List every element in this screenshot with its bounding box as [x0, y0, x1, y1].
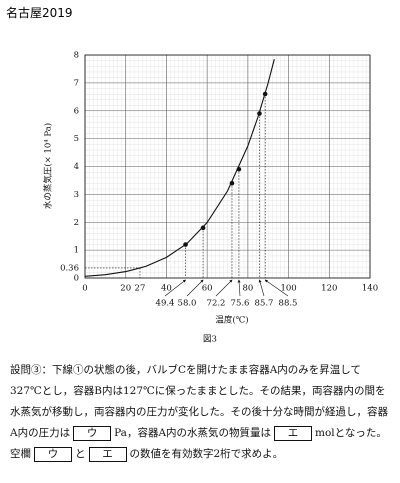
page-title: 名古屋2019: [6, 6, 73, 20]
y-tick-label: 1: [74, 246, 79, 256]
question-text: 下線①の状態の後，バルブCを開けたまま容器A内のみを昇温して327℃とし，容器B…: [10, 364, 388, 439]
x-point-label: 75.6: [231, 299, 250, 309]
x-tick-label: 100: [280, 284, 296, 294]
x-tick-label: 140: [362, 284, 378, 294]
x-tick-label: 80: [242, 284, 253, 294]
question-text: の数値を有効数字2桁で求めよ。: [129, 448, 284, 460]
x-point-label: 88.5: [279, 299, 298, 309]
tick-arrow: [258, 279, 265, 297]
question-text: Pa，容器A内の水蒸気の物質量は: [114, 427, 272, 439]
x-tick-label: 0: [82, 284, 87, 294]
data-point: [257, 111, 262, 116]
tick-arrow: [164, 279, 187, 297]
tick-arrow: [186, 279, 204, 297]
y-tick-label: 6: [74, 106, 79, 116]
plot-frame: [84, 54, 371, 279]
x-axis-label: 温度(℃): [215, 315, 248, 326]
x-tick-label: 27: [135, 284, 146, 294]
x-point-label: 72.2: [207, 299, 226, 309]
y-tick-label: 2: [74, 218, 79, 228]
tick-arrow: [215, 279, 233, 297]
answer-box: エ: [88, 447, 127, 462]
x-tick-label: 40: [161, 284, 172, 294]
data-point: [236, 166, 242, 172]
y-tick-label: 4: [74, 162, 79, 172]
answer-box: ウ: [73, 426, 112, 441]
x-point-label: 58.0: [178, 299, 197, 309]
answer-box: ウ: [34, 447, 72, 462]
question-label: 設問③：: [10, 364, 52, 376]
question-text: molとなった。空欄: [10, 427, 387, 460]
question-text: と: [75, 448, 86, 460]
answer-box: エ: [274, 426, 313, 441]
y-tick-label: 8: [74, 51, 79, 61]
y-axis-label: 水の蒸気圧(× 10⁴ Pa): [43, 123, 54, 209]
x-tick-label: 120: [321, 284, 337, 294]
x-point-label: 49.4: [156, 299, 175, 309]
data-point: [229, 180, 235, 186]
x-tick-label: 60: [202, 284, 213, 294]
figure-caption: 図3: [203, 335, 217, 345]
data-point: [183, 242, 188, 247]
y-tick-label: 5: [74, 134, 79, 144]
y-tick-label: 3: [74, 190, 79, 200]
x-point-label: 85.7: [255, 299, 274, 309]
tick-arrow: [264, 279, 289, 297]
y-tick-label: 0.36: [60, 263, 79, 273]
y-tick-label: 7: [74, 78, 79, 88]
tick-arrow: [237, 279, 241, 297]
question: 設問③：下線①の状態の後，バルブCを開けたまま容器A内のみを昇温して327℃とし…: [10, 360, 392, 465]
data-point: [200, 225, 206, 231]
y-tick-label: 0: [74, 274, 79, 284]
x-tick-label: 20: [120, 284, 131, 294]
data-point: [262, 91, 268, 97]
